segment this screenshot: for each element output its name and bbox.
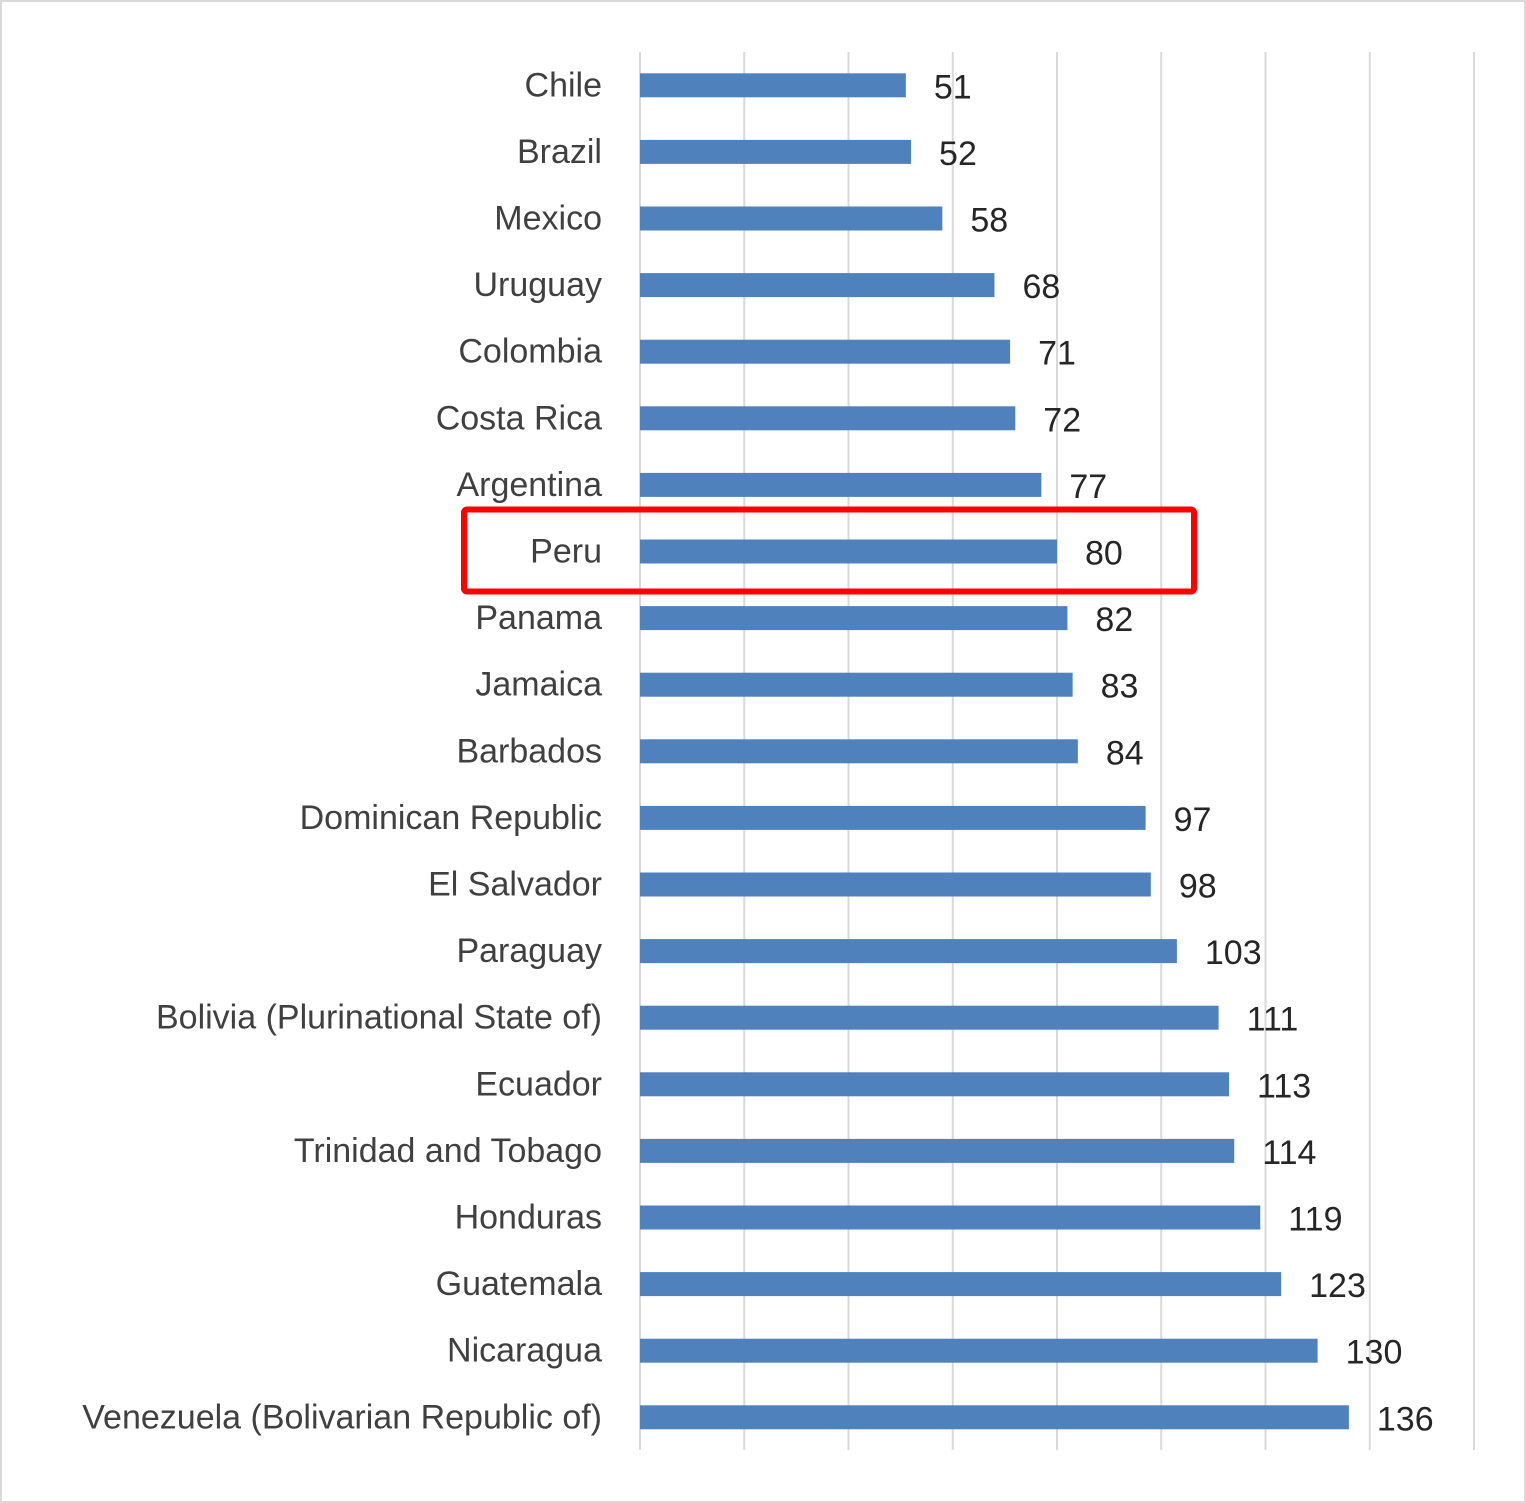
category-label: Bolivia (Plurinational State of) xyxy=(156,999,602,1037)
category-label: Chile xyxy=(525,66,602,104)
bar xyxy=(640,73,906,98)
value-label: 98 xyxy=(1179,868,1217,906)
value-label: 136 xyxy=(1377,1400,1434,1438)
value-label: 130 xyxy=(1346,1334,1403,1372)
value-label: 103 xyxy=(1205,934,1262,972)
category-label: Dominican Republic xyxy=(300,799,602,837)
bar xyxy=(640,1138,1235,1163)
category-label: Uruguay xyxy=(473,266,602,304)
bar xyxy=(640,672,1073,697)
category-label: Paraguay xyxy=(456,932,602,970)
value-label: 123 xyxy=(1309,1267,1366,1305)
bar xyxy=(640,1405,1349,1430)
value-label: 58 xyxy=(970,202,1008,240)
bar xyxy=(640,1272,1282,1297)
category-label: Barbados xyxy=(456,732,602,770)
value-label: 77 xyxy=(1069,468,1107,506)
value-label: 68 xyxy=(1022,268,1060,306)
bar xyxy=(640,1205,1261,1230)
bar xyxy=(640,472,1042,497)
bar xyxy=(640,139,912,164)
bar xyxy=(640,273,995,298)
value-labels: 51 52 58 68 71 72 77 80 82 83 84 97 98 103 111 113 114 11… xyxy=(934,68,1434,1438)
category-label: Colombia xyxy=(458,333,602,371)
category-label: Mexico xyxy=(494,200,602,238)
value-label: 80 xyxy=(1085,535,1123,573)
category-label: Brazil xyxy=(517,133,602,171)
value-label: 72 xyxy=(1043,401,1081,439)
category-label: Trinidad and Tobago xyxy=(294,1132,602,1170)
value-label: 71 xyxy=(1038,335,1076,373)
category-label: Costa Rica xyxy=(436,399,602,437)
category-label: Peru xyxy=(530,533,602,571)
bar xyxy=(640,539,1057,564)
bar xyxy=(640,1072,1230,1097)
category-label: Venezuela (Bolivarian Republic of) xyxy=(82,1398,602,1436)
category-labels: Chile Brazil Mexico Uruguay Colombia Costa Ri… xyxy=(82,66,602,1436)
value-label: 52 xyxy=(939,135,977,173)
bar xyxy=(640,872,1151,897)
value-label: 84 xyxy=(1106,734,1144,772)
highlight-box xyxy=(461,506,1197,595)
category-label: Panama xyxy=(475,599,602,637)
bar xyxy=(640,606,1068,631)
bar xyxy=(640,1338,1318,1363)
value-label: 82 xyxy=(1095,601,1133,639)
bar xyxy=(640,805,1146,830)
bar xyxy=(640,939,1177,964)
category-label: El Salvador xyxy=(428,866,602,904)
value-label: 113 xyxy=(1257,1067,1311,1105)
value-label: 114 xyxy=(1262,1134,1316,1172)
value-label: 83 xyxy=(1101,668,1139,706)
bar xyxy=(640,339,1011,364)
category-label: Ecuador xyxy=(475,1065,602,1103)
category-label: Nicaragua xyxy=(447,1332,602,1370)
bar xyxy=(640,1005,1219,1030)
value-label: 51 xyxy=(934,68,972,106)
category-label: Jamaica xyxy=(475,666,602,704)
category-label: Honduras xyxy=(455,1199,602,1237)
bars xyxy=(640,73,1349,1430)
bar xyxy=(640,739,1078,764)
value-label: 97 xyxy=(1174,801,1212,839)
bar xyxy=(640,406,1016,431)
category-label: Argentina xyxy=(456,466,602,504)
category-label: Guatemala xyxy=(436,1265,602,1303)
highlight-box xyxy=(461,506,1197,595)
value-label: 111 xyxy=(1247,1001,1299,1039)
value-label: 119 xyxy=(1288,1201,1342,1239)
bar xyxy=(640,206,943,231)
